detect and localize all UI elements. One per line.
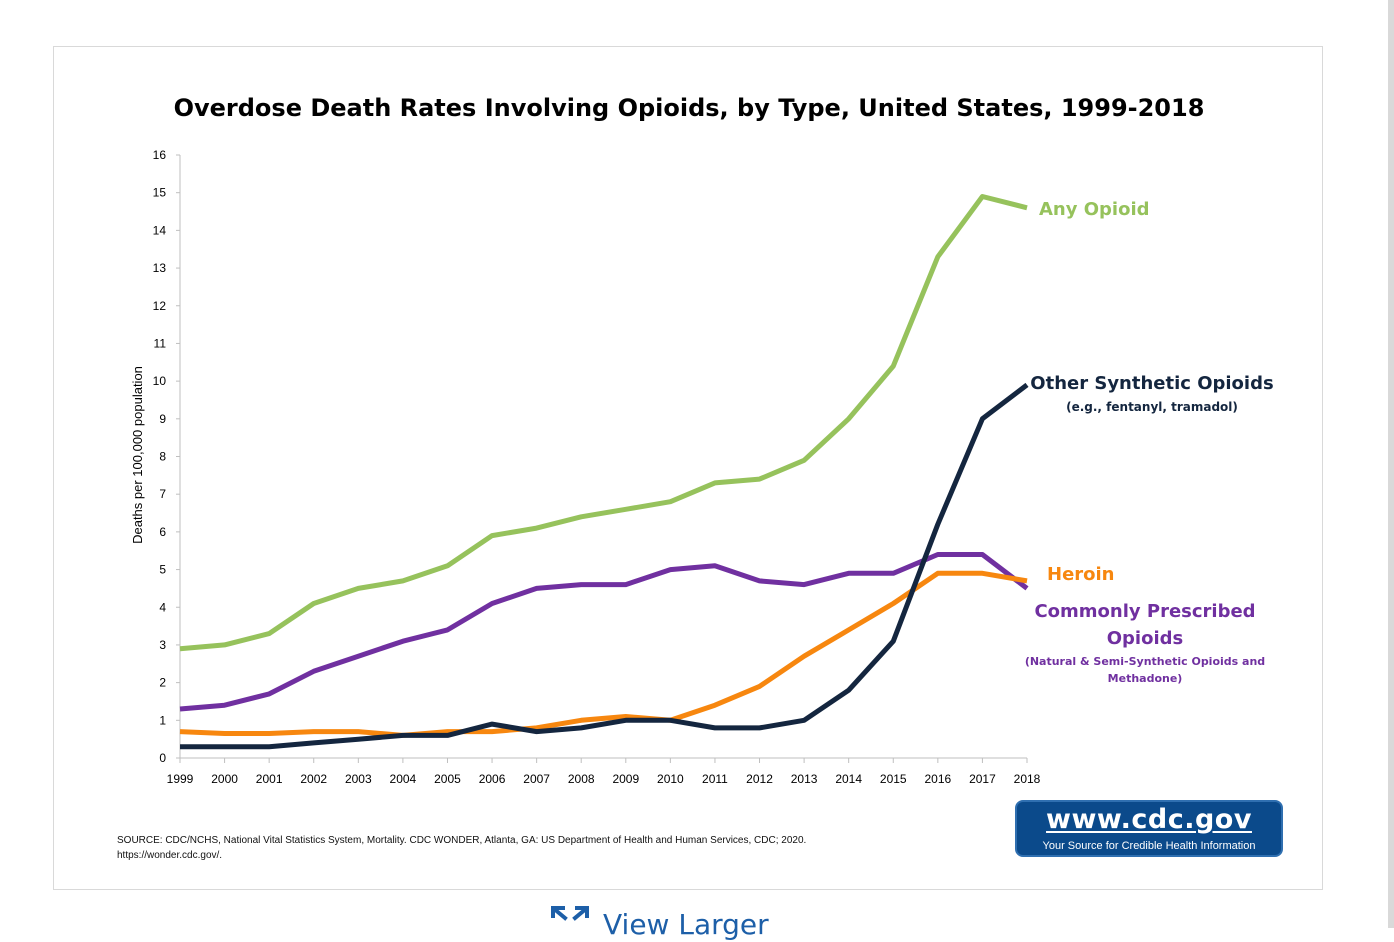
x-tick-label: 2018	[1014, 772, 1041, 786]
series-line-other-synthetic-opioids	[180, 382, 1029, 750]
series-label-other-synthetic-opioids: Other Synthetic Opioids	[1030, 373, 1273, 394]
y-tick-label: 0	[159, 751, 166, 765]
x-tick-label: 2002	[300, 772, 327, 786]
x-tick-label: 2006	[479, 772, 506, 786]
y-tick-label: 12	[153, 299, 167, 313]
x-tick-label: 2001	[256, 772, 283, 786]
y-tick-label: 14	[153, 223, 167, 237]
series-label-any-opioid: Any Opioid	[1039, 199, 1150, 220]
y-tick-label: 8	[159, 450, 166, 464]
series-sublabel-other-synthetic-opioids: (e.g., fentanyl, tramadol)	[1066, 400, 1238, 414]
series-label-commonly-prescribed-opioids: Commonly Prescribed Opioids	[1034, 601, 1255, 649]
series-labels: Any Opioid Other Synthetic Opioids (e.g., …	[1025, 199, 1274, 685]
x-tick-label: 2016	[924, 772, 951, 786]
x-tick-label: 2017	[969, 772, 996, 786]
x-tick-label: 2014	[835, 772, 862, 786]
x-tick-label: 2012	[746, 772, 773, 786]
line-chart: Overdose Death Rates Involving Opioids, …	[130, 94, 1274, 786]
expand-icon	[551, 906, 589, 921]
source-note: SOURCE: CDC/NCHS, National Vital Statist…	[117, 833, 937, 863]
chart-figure: Overdose Death Rates Involving Opioids, …	[53, 46, 1323, 890]
cdc-logo-tagline: Your Source for Credible Health Informat…	[1042, 840, 1256, 852]
y-tick-label: 10	[153, 374, 167, 388]
y-tick-label: 1	[159, 713, 166, 727]
cdc-logo: www.cdc.gov Your Source for Credible Hea…	[1015, 800, 1283, 857]
x-tick-label: 2008	[568, 772, 595, 786]
series-label-heroin: Heroin	[1047, 564, 1115, 585]
chart-title: Overdose Death Rates Involving Opioids, …	[174, 94, 1205, 122]
y-axis-label: Deaths per 100,000 population	[130, 366, 145, 544]
y-tick-label: 3	[159, 638, 166, 652]
cdc-logo-url: www.cdc.gov	[1046, 804, 1252, 835]
view-larger-link[interactable]: View Larger	[551, 906, 769, 941]
series-line-heroin	[179, 570, 1028, 738]
x-tick-label: 2007	[523, 772, 550, 786]
y-tick-label: 15	[153, 186, 167, 200]
y-tick-label: 9	[159, 412, 166, 426]
x-tick-label: 2013	[791, 772, 818, 786]
x-tick-label: 2004	[390, 772, 417, 786]
source-line-1: SOURCE: CDC/NCHS, National Vital Statist…	[117, 835, 807, 846]
series-sublabel-commonly-prescribed-opioids: (Natural & Semi-Synthetic Opioids and Met…	[1025, 655, 1265, 685]
series-layer	[179, 194, 1029, 750]
y-tick-label: 5	[159, 563, 166, 577]
y-tick-label: 4	[159, 600, 166, 614]
x-tick-label: 2015	[880, 772, 907, 786]
y-tick-label: 16	[153, 148, 167, 162]
x-tick-label: 2000	[211, 772, 238, 786]
x-tick-label: 2010	[657, 772, 684, 786]
y-tick-label: 11	[154, 336, 167, 350]
y-tick-label: 6	[159, 525, 166, 539]
x-tick-label: 2009	[612, 772, 639, 786]
scrollbar-thumb[interactable]	[1388, 0, 1394, 928]
source-line-2: https://wonder.cdc.gov/.	[117, 850, 223, 861]
y-tick-label: 2	[159, 676, 166, 690]
y-tick-label: 13	[153, 261, 167, 275]
x-tick-label: 2011	[702, 772, 728, 786]
x-tick-label: 2003	[345, 772, 372, 786]
x-tick-label: 2005	[434, 772, 461, 786]
x-tick-label: 1999	[167, 772, 194, 786]
y-tick-label: 7	[159, 487, 166, 501]
series-line-commonly-prescribed-opioids	[179, 552, 1029, 712]
series-line-any-opioid	[179, 194, 1028, 652]
view-larger-label: View Larger	[603, 908, 769, 941]
